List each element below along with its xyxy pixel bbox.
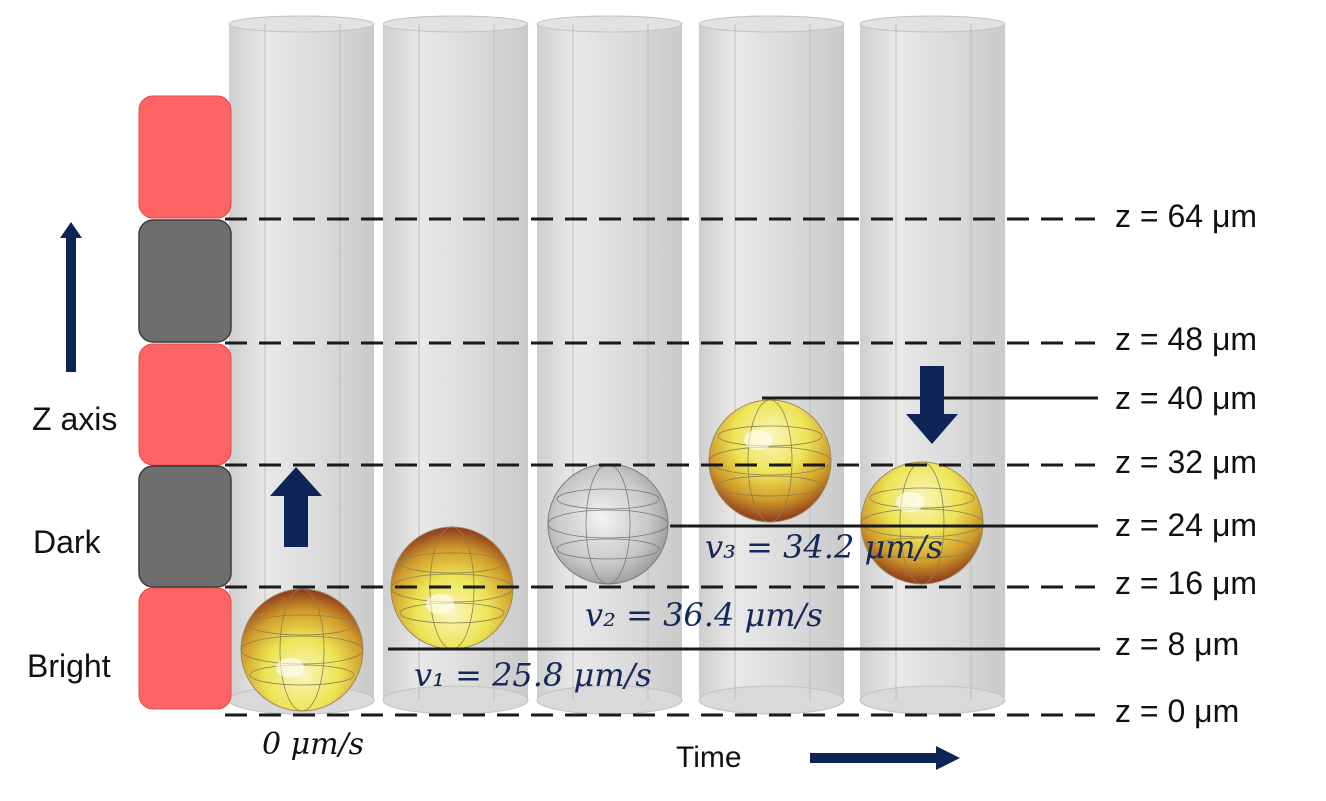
particle-3 [547,463,669,585]
velocity-3-label: v₃ = 34.2 μm/s [705,528,943,566]
z-label-16: z = 16 μm [1115,565,1257,601]
z-label-48: z = 48 μm [1115,321,1257,357]
up-arrow-icon [270,467,322,547]
zone-dark-lower [138,465,232,588]
z-label-32: z = 32 μm [1115,444,1257,480]
dark-label: Dark [33,524,102,560]
zone-bright-middle [138,343,232,466]
z-axis-label: Z axis [32,401,117,437]
reference-lines [225,217,1100,717]
particle-1 [240,588,364,712]
time-label: Time [676,741,742,774]
z-axis-arrow [60,222,82,372]
time-arrow [810,746,960,770]
tube-5 [859,15,1006,715]
z-label-8: z = 8 μm [1115,626,1239,662]
z-labels: z = 64 μm z = 48 μm z = 40 μm z = 32 μm … [1115,198,1257,729]
z-label-64: z = 64 μm [1115,198,1257,234]
z-label-24: z = 24 μm [1115,507,1257,543]
zone-bright-top [138,95,232,219]
particle-4 [708,399,832,523]
velocity-1-label: v₁ = 25.8 μm/s [414,656,652,694]
zone-dark-upper [138,219,232,343]
velocity-0-label: 0 μm/s [262,727,364,762]
down-arrow-icon [906,366,958,444]
zone-blocks [138,95,232,710]
bright-label: Bright [27,648,111,684]
z-label-0: z = 0 μm [1115,693,1239,729]
z-label-40: z = 40 μm [1115,380,1257,416]
particle-5 [860,461,984,585]
zone-bright-bottom [138,587,232,710]
velocity-2-label: v₂ = 36.4 μm/s [585,596,823,634]
